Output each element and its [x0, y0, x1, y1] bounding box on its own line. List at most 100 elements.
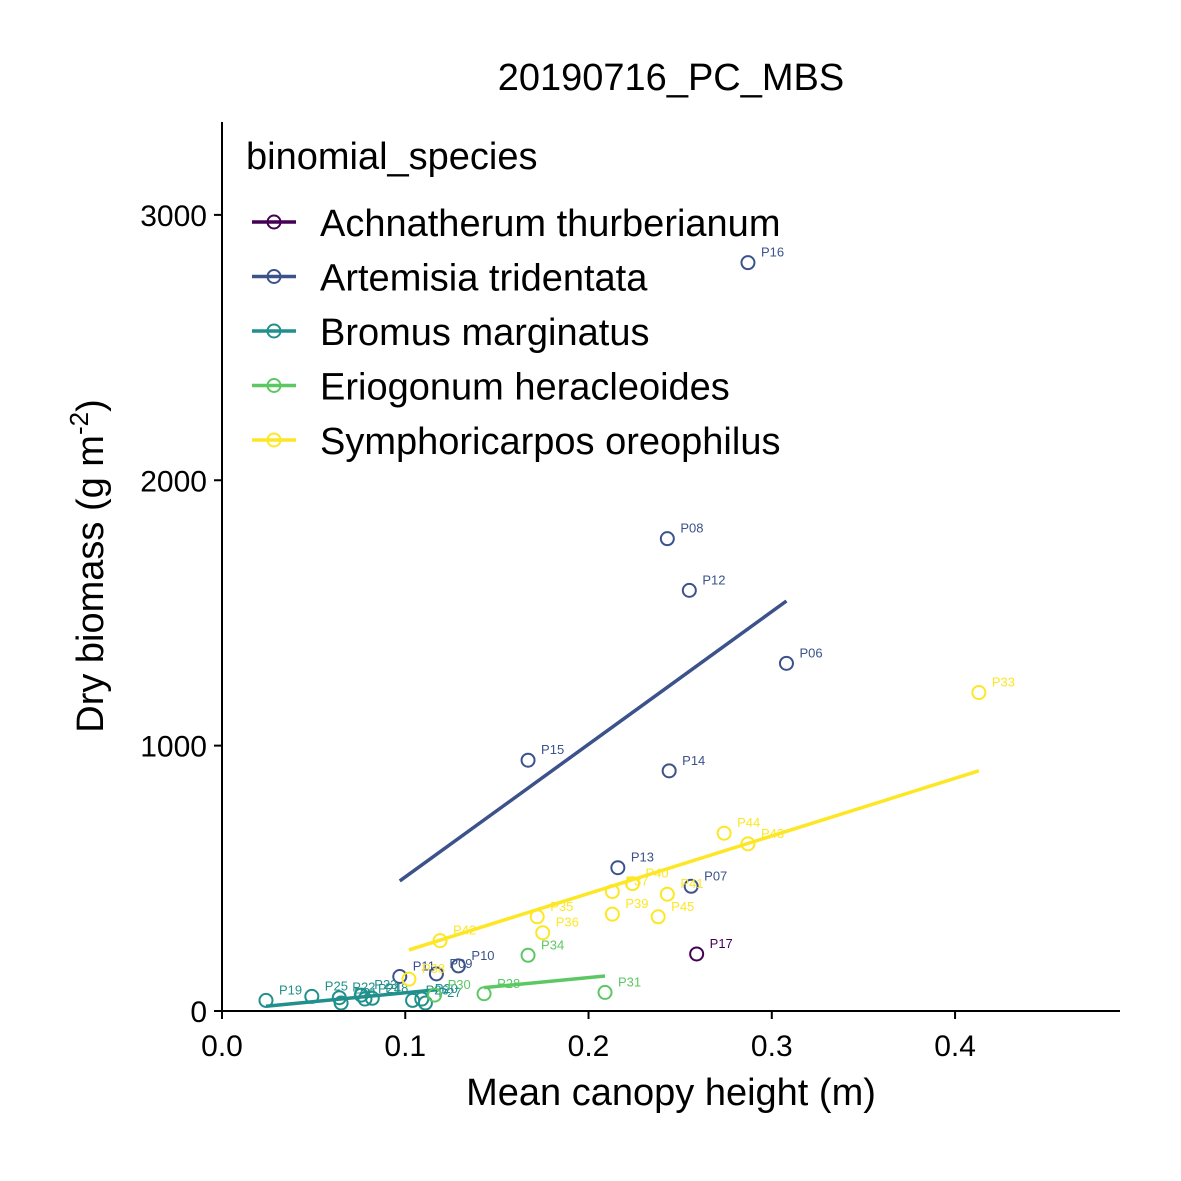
data-point — [625, 876, 641, 892]
x-axis-label: Mean canopy height (m) — [466, 1072, 876, 1114]
data-point — [520, 752, 536, 768]
data-point — [476, 986, 492, 1002]
data-point — [414, 991, 430, 1007]
y-tick-label: 1000 — [140, 731, 207, 764]
data-point — [683, 878, 699, 894]
point-label: P19 — [279, 982, 302, 997]
axes: 0.0 0.1 0.2 0.3 0.4 0 1000 2000 3000 — [140, 122, 1120, 1063]
legend-items: Achnatherum thurberianum Artemisia triden… — [252, 203, 780, 463]
point-label: P22 — [352, 980, 375, 995]
point-label: P15 — [541, 742, 564, 757]
data-point — [535, 925, 551, 941]
data-point — [971, 685, 987, 701]
data-point — [661, 763, 677, 779]
chart-title: 20190716_PC_MBS — [498, 57, 844, 99]
legend-item: Eriogonum heracleoides — [252, 367, 730, 409]
point-label: P33 — [992, 675, 1015, 690]
point-label: P38 — [422, 961, 445, 976]
data-point — [740, 255, 756, 271]
point-label: P06 — [799, 645, 822, 660]
data-point — [417, 995, 433, 1011]
data-point — [258, 992, 274, 1008]
x-tick-label: 0.1 — [384, 1030, 426, 1063]
data-point — [520, 947, 536, 963]
point-label: P34 — [541, 937, 564, 952]
data-point — [450, 958, 466, 974]
point-label: P40 — [646, 866, 669, 881]
point-label: P12 — [702, 572, 725, 587]
legend-label: Symphoricarpos oreophilus — [320, 421, 780, 463]
legend-item: Symphoricarpos oreophilus — [252, 421, 780, 463]
data-point — [333, 995, 349, 1011]
point-label: P23 — [374, 977, 397, 992]
y-axis-label-superscript: -2 — [64, 412, 94, 435]
point-label: P39 — [625, 896, 648, 911]
y-axis-label-main: Dry biomass (g m — [70, 435, 112, 733]
data-point — [604, 906, 620, 922]
y-tick-label: 3000 — [140, 200, 207, 233]
legend-key-point — [266, 378, 282, 393]
data-point — [357, 991, 373, 1007]
point-label: P44 — [737, 815, 760, 830]
point-label: P41 — [680, 876, 703, 891]
legend-label: Eriogonum heracleoides — [320, 367, 730, 409]
data-point — [681, 582, 697, 598]
point-label: P45 — [671, 899, 694, 914]
point-label: P27 — [438, 985, 461, 1000]
data-point — [392, 969, 408, 985]
y-tick-label: 0 — [190, 996, 207, 1029]
point-label: P09 — [449, 956, 472, 971]
legend-label: Achnatherum thurberianum — [320, 203, 780, 245]
data-point — [610, 860, 626, 876]
legend-label: Artemisia tridentata — [320, 258, 648, 300]
legend-label: Bromus marginatus — [320, 312, 649, 354]
point-label: P24 — [378, 981, 401, 996]
data-point — [659, 531, 675, 547]
legend-item: Artemisia tridentata — [252, 258, 648, 300]
point-label: P13 — [631, 850, 654, 865]
legend-key-point — [266, 269, 282, 284]
point-label: P36 — [556, 915, 579, 930]
point-label: P08 — [680, 521, 703, 536]
y-axis-label-close: ) — [70, 399, 112, 412]
x-tick-label: 0.0 — [201, 1030, 243, 1063]
data-point — [432, 933, 448, 949]
point-label: P35 — [550, 899, 573, 914]
data-point — [604, 884, 620, 900]
data-point — [427, 987, 443, 1003]
data-point — [659, 886, 675, 902]
fit-line — [483, 974, 606, 990]
legend-key-point — [266, 432, 282, 448]
legend-item: Bromus marginatus — [252, 312, 649, 354]
x-tick-label: 0.3 — [751, 1030, 793, 1063]
fit-line — [398, 599, 788, 883]
legend: binomial_species Achnatherum thurberianu… — [246, 136, 780, 463]
data-point — [304, 988, 320, 1004]
x-tick-label: 0.2 — [568, 1030, 610, 1063]
point-label: P43 — [761, 826, 784, 841]
fit-line — [408, 769, 980, 952]
point-label: P31 — [618, 974, 641, 989]
point-label: P10 — [471, 948, 494, 963]
data-point — [650, 909, 666, 925]
point-label: P25 — [325, 978, 348, 993]
point-label: P07 — [704, 868, 727, 883]
data-point — [364, 990, 380, 1006]
y-tick-label: 2000 — [140, 465, 207, 498]
fit-line — [265, 988, 437, 1008]
x-tick-label: 0.4 — [934, 1030, 976, 1063]
legend-key-point — [266, 323, 282, 339]
y-axis-label: Dry biomass (g m-2) — [64, 399, 112, 733]
point-label: P30 — [448, 977, 471, 992]
legend-item: Achnatherum thurberianum — [252, 203, 780, 245]
data-point — [597, 984, 613, 1000]
y-axis-ticks: 0 1000 2000 3000 — [140, 200, 222, 1029]
data-point — [740, 836, 756, 852]
legend-title: binomial_species — [246, 136, 538, 178]
x-axis-ticks: 0.0 0.1 0.2 0.3 0.4 — [201, 1011, 976, 1063]
data-point — [428, 966, 444, 982]
legend-key-point — [266, 214, 282, 230]
point-label: P16 — [761, 245, 784, 260]
